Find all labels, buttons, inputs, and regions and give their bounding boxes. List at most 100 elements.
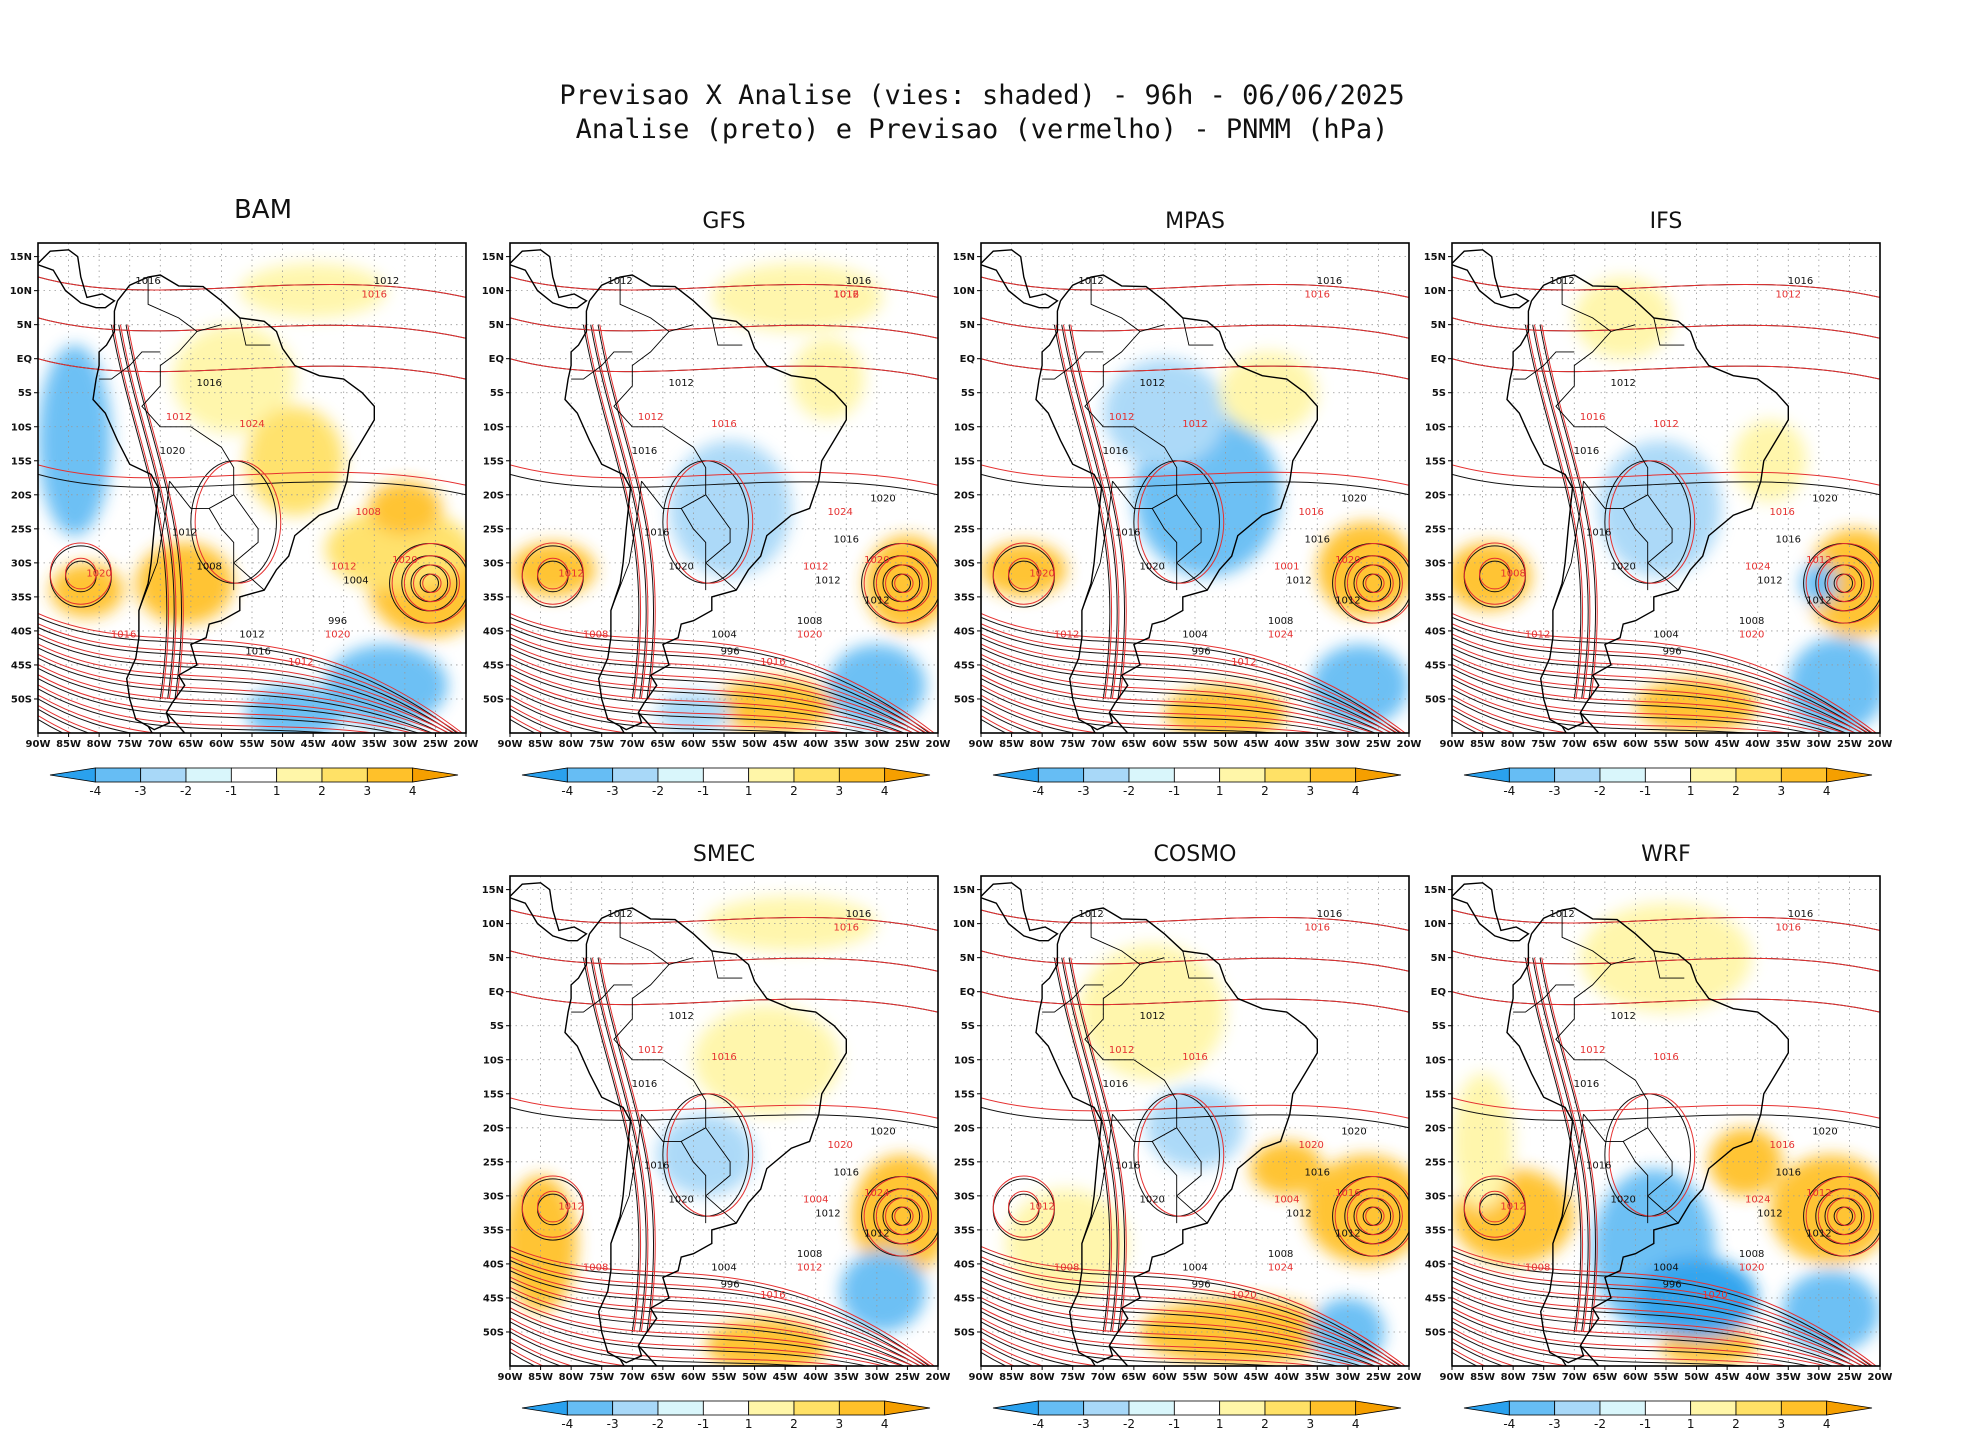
latitude-label: 25S [1425,524,1446,535]
analysis-isobar-label: 1008 [1739,616,1764,627]
analysis-isobar-label: 1012 [1335,596,1360,607]
colorbar-swatch [1690,767,1737,783]
analysis-isobar-label: 1012 [815,575,840,586]
forecast-isobar-label: 1008 [583,630,608,641]
isobar [1365,573,1385,593]
longitude-label: 60W [681,1372,706,1383]
analysis-isobar-label: 1016 [1574,1079,1599,1090]
latitude-label: 25S [483,1157,504,1168]
analysis-isobar-label: 1016 [846,909,871,920]
colorbar-upper-extension [412,767,459,783]
colorbar-tick-label: 4 [1823,784,1831,798]
latitude-label: 30S [11,558,32,569]
colorbar-tick-label: 1 [745,1417,753,1431]
longitude-label: 25W [1366,1372,1391,1383]
longitude-label: 90W [498,739,523,750]
isobar [510,1307,887,1366]
isobar [981,698,1078,733]
isobar [510,684,850,733]
isobar [1463,1175,1526,1238]
analysis-isobar-label: 1012 [1806,596,1831,607]
latitude-label: EQ [960,354,975,365]
longitude-label: 25W [1837,739,1862,750]
isobar [1452,1331,1549,1366]
latitude-label: 10N [482,919,504,930]
forecast-isobar-label: 1016 [1305,289,1330,300]
longitude-label: 55W [1654,1372,1679,1383]
forecast-isobar-label: 1012 [1029,1201,1054,1212]
colorbar-swatch [1780,1400,1828,1416]
latitude-label: 15N [1424,885,1446,896]
isobar [1452,643,1864,733]
panel-mpas: MPAS 1016 1012 1012 1016 1016 1020 1012 1008 1004… [953,209,1422,798]
isobar [1053,324,1111,700]
colorbar-tick-label: 3 [836,784,844,798]
bias-area [1733,419,1807,502]
south-america-coastline [1506,274,1789,731]
country-border [711,317,743,346]
colorbar-tick-label: 2 [1261,1417,1269,1431]
forecast-isobar-label: 1012 [166,412,191,423]
forecast-isobar-label: 1012 [1806,555,1831,566]
forecast-isobar-label: 1024 [827,507,852,518]
country-border [1042,351,1104,380]
colorbar-upper-extension [1355,767,1402,783]
longitude-label: 50W [742,1372,767,1383]
isobar [981,637,1392,733]
isobar [510,276,938,298]
forecast-isobar-label: 1008 [1500,568,1525,579]
coastlines [981,882,1318,1366]
longitude-label: 70W [148,739,173,750]
analysis-isobar-label: 1016 [1103,446,1128,457]
isobar [1452,1300,1834,1366]
longitude-label: 35W [834,739,859,750]
colorbar-tick-label: 4 [1352,1417,1360,1431]
isobar [981,1297,1375,1366]
forecast-isobar-label: 1016 [1769,1140,1794,1151]
country-border [1182,317,1214,346]
longitude-label: 20W [926,739,951,750]
forecast-isobar-label: 1016 [760,1290,785,1301]
isobar [981,1097,1409,1119]
isobar [1452,704,1516,733]
colorbar-swatch [657,1400,704,1416]
longitude-label: 40W [803,739,828,750]
latitude-label: 5N [1431,953,1446,964]
isobar [49,542,112,605]
colorbar-swatch [702,1400,750,1416]
latitude-label: 45S [954,1293,975,1304]
country-border [680,1141,707,1224]
isobar [127,324,184,700]
longitude-label: 60W [1152,739,1177,750]
latitude-label: 45S [483,660,504,671]
analysis-isobar-label: 1016 [1776,1167,1801,1178]
isobar [510,694,632,733]
country-border [1081,1114,1113,1244]
forecast-isobar-label: 1008 [1525,1263,1550,1274]
isobar-labels: 1012 1016 1016 1020 1012 1008 1004 996 1012 1016 1… [86,276,417,668]
latitude-label: 5S [490,1021,504,1032]
isobar [894,573,914,593]
isobar [1070,324,1127,700]
analysis-isobar-label: 1016 [196,378,221,389]
isobar [894,1206,914,1226]
forecast-isobar-label: 1012 [1182,419,1207,430]
isobar [591,324,649,700]
colorbar-tick-label: -4 [1032,1417,1044,1431]
isobar [510,664,904,733]
country-border [619,277,670,332]
country-border [1574,426,1649,509]
isobar [981,1307,1358,1366]
isobar [38,684,378,733]
axis-labels: 15N 10N 5N EQ 5S 10S 15S 20S 25S 30S 35S 40S 45S 50S 9… [1424,885,1893,1383]
forecast-isobar-label: 1016 [1182,1052,1207,1063]
latitude-label: 10N [953,286,975,297]
colorbar-tick-label: -3 [607,1417,619,1431]
colorbar-upper-extension [1355,1400,1402,1416]
colorbar-tick-label: 1 [1216,1417,1224,1431]
isobar [1452,950,1880,972]
colorbar-tick-label: 4 [1823,1417,1831,1431]
latitude-label: 50S [1425,694,1446,705]
colorbar-mpas: -4 -3 -2 -1 1 2 3 4 [992,767,1402,798]
forecast-isobar-label: 1012 [1525,630,1550,641]
